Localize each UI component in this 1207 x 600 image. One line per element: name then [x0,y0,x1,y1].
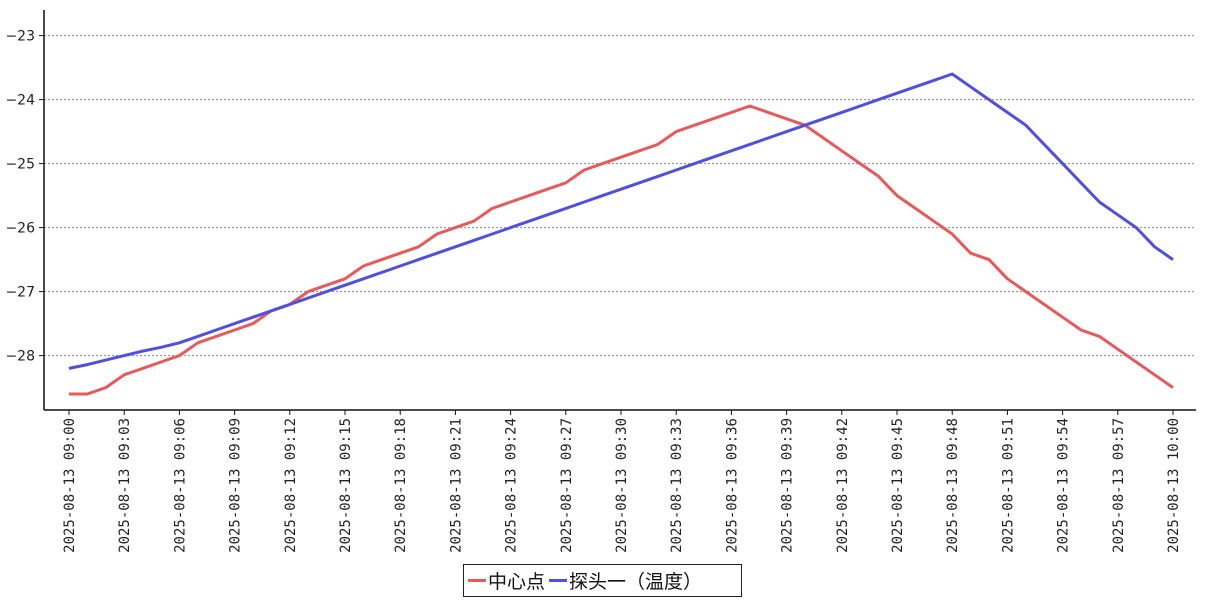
legend-swatch-probe-one [549,579,568,582]
x-tick-label: 2025-08-13 09:42 [835,418,851,553]
y-tick-label: −28 [5,349,35,365]
y-axis-ticks: −23 −24 −25 −26 −27 −28 [5,29,44,365]
x-tick-label: 2025-08-13 09:06 [172,418,188,553]
legend-item-center-point[interactable]: 中心点 [468,567,545,594]
x-tick-label: 2025-08-13 09:51 [1000,418,1016,553]
x-tick-label: 2025-08-13 09:48 [945,418,961,553]
x-tick-label: 2025-08-13 09:54 [1056,418,1072,553]
x-tick-label: 2025-08-13 09:45 [890,418,906,553]
x-tick-label: 2025-08-13 10:00 [1166,418,1182,553]
series-lines [68,72,1174,396]
series-line-0 [69,104,1174,396]
y-tick-label: −23 [5,29,35,45]
x-tick-label: 2025-08-13 09:09 [228,418,244,553]
y-tick-label: −25 [5,157,35,173]
x-tick-label: 2025-08-13 09:36 [724,418,740,553]
legend-label-probe-one: 探头一（温度） [569,571,703,593]
x-axis-ticks: 2025-08-13 09:00 2025-08-13 09:03 2025-08-… [62,410,1182,553]
x-tick-label: 2025-08-13 09:21 [448,418,464,553]
x-tick-label: 2025-08-13 09:12 [283,418,299,553]
x-tick-label: 2025-08-13 09:24 [504,418,520,553]
legend-label-center-point: 中心点 [488,571,546,593]
y-tick-label: −24 [5,93,35,109]
x-tick-label: 2025-08-13 09:18 [393,418,409,553]
x-tick-label: 2025-08-13 09:39 [780,418,796,553]
y-tick-label: −26 [5,221,35,237]
x-tick-label: 2025-08-13 09:33 [669,418,685,553]
legend-swatch-center-point [468,579,486,582]
legend-item-probe-one[interactable]: 探头一（温度） [549,567,702,594]
x-tick-label: 2025-08-13 09:15 [338,418,354,553]
x-tick-label: 2025-08-13 09:00 [62,418,78,553]
x-tick-label: 2025-08-13 09:27 [559,418,575,553]
x-tick-label: 2025-08-13 09:57 [1111,418,1127,553]
x-tick-label: 2025-08-13 09:30 [614,418,630,553]
y-tick-label: −27 [5,285,35,301]
legend: 中心点 探头一（温度） [463,564,742,597]
series-line-1 [68,72,1174,370]
gridlines [44,35,1196,357]
x-tick-label: 2025-08-13 09:03 [117,418,133,553]
